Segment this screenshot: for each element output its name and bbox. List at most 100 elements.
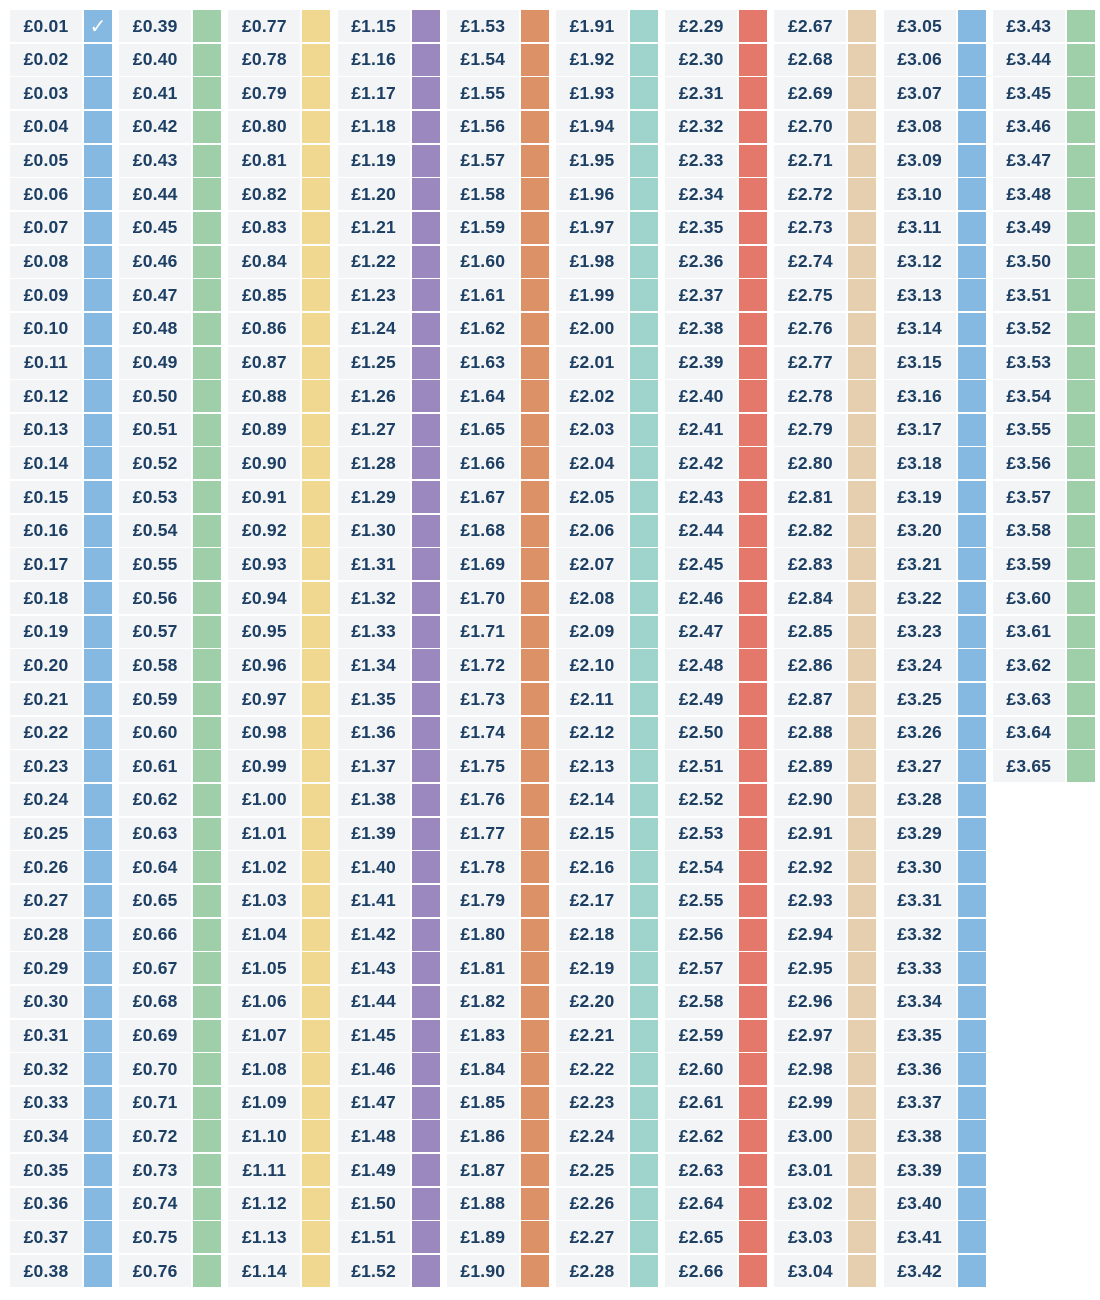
tick-box[interactable]: [630, 10, 658, 42]
tick-box[interactable]: [848, 312, 877, 345]
tick-box[interactable]: [302, 548, 331, 581]
tick-box[interactable]: [84, 918, 112, 951]
tick-box[interactable]: [1066, 245, 1095, 278]
tick-box[interactable]: [848, 817, 877, 850]
tick-box[interactable]: [411, 750, 440, 783]
tick-box[interactable]: [520, 783, 549, 816]
tick-box[interactable]: [84, 851, 112, 884]
tick-box[interactable]: [193, 615, 222, 648]
tick-box[interactable]: [739, 1086, 768, 1119]
tick-box[interactable]: [630, 514, 658, 547]
tick-box[interactable]: [302, 1255, 331, 1288]
tick-box[interactable]: [739, 649, 768, 682]
tick-box[interactable]: [520, 1053, 549, 1086]
tick-box[interactable]: [739, 43, 768, 76]
tick-box[interactable]: [739, 279, 768, 312]
tick-box[interactable]: [957, 884, 986, 917]
tick-box[interactable]: [411, 346, 440, 379]
tick-box[interactable]: [520, 548, 549, 581]
tick-box[interactable]: [1066, 649, 1095, 682]
tick-box[interactable]: [739, 245, 768, 278]
tick-box[interactable]: [957, 649, 986, 682]
tick-box[interactable]: [84, 77, 112, 110]
tick-box[interactable]: [302, 1053, 331, 1086]
tick-box[interactable]: [739, 716, 768, 749]
tick-box[interactable]: [411, 413, 440, 446]
tick-box[interactable]: [520, 245, 549, 278]
tick-box[interactable]: [84, 43, 112, 76]
tick-box[interactable]: [193, 144, 222, 177]
tick-box[interactable]: [193, 10, 222, 42]
tick-box[interactable]: [193, 750, 222, 783]
tick-box[interactable]: [520, 211, 549, 244]
tick-box[interactable]: [84, 548, 112, 581]
tick-box[interactable]: [630, 481, 658, 514]
tick-box[interactable]: [520, 110, 549, 143]
tick-box[interactable]: [84, 447, 112, 480]
tick-box[interactable]: [739, 346, 768, 379]
tick-box[interactable]: [411, 10, 440, 42]
tick-box[interactable]: [957, 144, 986, 177]
tick-box[interactable]: [193, 380, 222, 413]
tick-box[interactable]: [84, 649, 112, 682]
tick-box[interactable]: [302, 615, 331, 648]
tick-box[interactable]: [739, 413, 768, 446]
tick-box[interactable]: [630, 178, 658, 211]
tick-box[interactable]: [520, 1187, 549, 1220]
tick-box[interactable]: [520, 1019, 549, 1052]
tick-box[interactable]: [193, 582, 222, 615]
tick-box[interactable]: [739, 211, 768, 244]
tick-box[interactable]: [848, 77, 877, 110]
tick-box[interactable]: [411, 952, 440, 985]
tick-box[interactable]: [1066, 548, 1095, 581]
tick-box[interactable]: [957, 985, 986, 1018]
tick-box[interactable]: [1066, 110, 1095, 143]
tick-box[interactable]: [193, 447, 222, 480]
tick-box[interactable]: [302, 1154, 331, 1187]
tick-box[interactable]: [302, 750, 331, 783]
tick-box[interactable]: [411, 1019, 440, 1052]
tick-box[interactable]: [84, 716, 112, 749]
tick-box[interactable]: [1066, 380, 1095, 413]
tick-box[interactable]: [302, 211, 331, 244]
tick-box[interactable]: [739, 783, 768, 816]
tick-box[interactable]: [739, 582, 768, 615]
tick-box[interactable]: [957, 918, 986, 951]
tick-box[interactable]: [411, 110, 440, 143]
tick-box[interactable]: [1066, 312, 1095, 345]
tick-box[interactable]: [193, 1019, 222, 1052]
tick-box[interactable]: [1066, 683, 1095, 715]
tick-box[interactable]: [84, 110, 112, 143]
tick-box[interactable]: [848, 481, 877, 514]
tick-box[interactable]: [848, 851, 877, 884]
tick-box[interactable]: [957, 1019, 986, 1052]
tick-box[interactable]: [302, 481, 331, 514]
tick-box[interactable]: [411, 481, 440, 514]
tick-box[interactable]: [739, 380, 768, 413]
tick-box[interactable]: [302, 851, 331, 884]
tick-box[interactable]: [193, 211, 222, 244]
tick-box[interactable]: [302, 10, 331, 42]
tick-box[interactable]: [957, 1187, 986, 1220]
tick-box[interactable]: [84, 615, 112, 648]
tick-box[interactable]: [84, 211, 112, 244]
tick-box[interactable]: [84, 279, 112, 312]
tick-box[interactable]: [957, 548, 986, 581]
tick-box[interactable]: [848, 178, 877, 211]
tick-box[interactable]: [739, 884, 768, 917]
tick-box[interactable]: [848, 245, 877, 278]
tick-box[interactable]: [957, 279, 986, 312]
tick-box[interactable]: [739, 514, 768, 547]
tick-box[interactable]: [848, 110, 877, 143]
tick-box[interactable]: [411, 985, 440, 1018]
tick-box[interactable]: [302, 312, 331, 345]
tick-box[interactable]: [957, 245, 986, 278]
tick-box[interactable]: [84, 1221, 112, 1254]
tick-box[interactable]: [193, 1086, 222, 1119]
tick-box[interactable]: [848, 716, 877, 749]
tick-box[interactable]: [957, 43, 986, 76]
tick-box[interactable]: [520, 1154, 549, 1187]
tick-box[interactable]: [84, 750, 112, 783]
tick-box[interactable]: [739, 851, 768, 884]
tick-box[interactable]: [848, 783, 877, 816]
